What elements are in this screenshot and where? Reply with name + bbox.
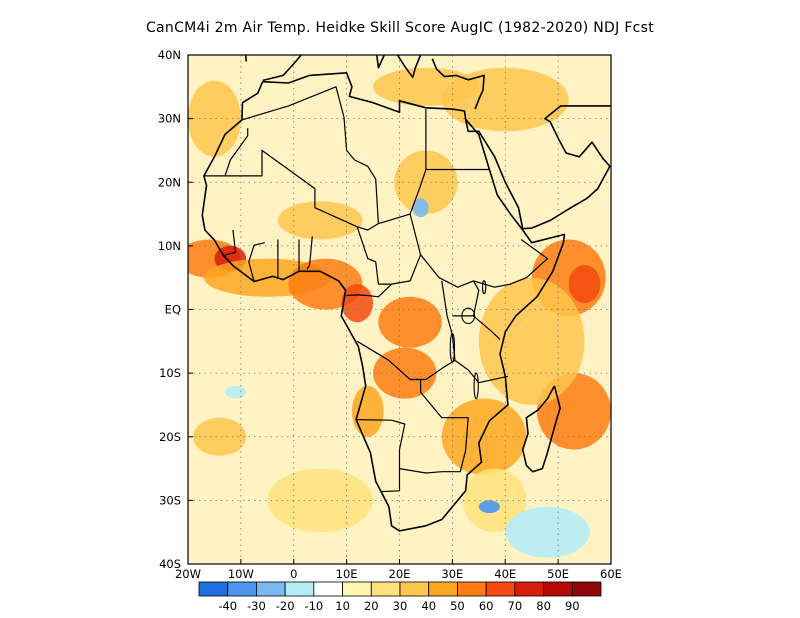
colorbar-swatch bbox=[227, 581, 257, 597]
longitude-labels: 20W 10W 0 10E 20E 30E 40E 50E 60E bbox=[175, 559, 622, 581]
lon-label: 40E bbox=[494, 567, 516, 581]
colorbar-label: 40 bbox=[421, 599, 436, 613]
skill-patch bbox=[478, 500, 500, 514]
colorbar-swatch bbox=[313, 581, 343, 597]
colorbar-swatch bbox=[342, 581, 372, 597]
lat-lon-grid bbox=[188, 55, 611, 564]
colorbar-swatch bbox=[284, 581, 315, 597]
colorbar-swatch bbox=[485, 581, 516, 597]
country-border bbox=[441, 280, 448, 316]
country-border bbox=[356, 226, 392, 285]
country-border bbox=[306, 236, 313, 270]
colorbar-swatch bbox=[571, 581, 602, 597]
lon-label: 30E bbox=[441, 567, 463, 581]
country-border bbox=[446, 315, 509, 384]
colorbar-swatch bbox=[457, 581, 487, 597]
country-border bbox=[409, 213, 549, 288]
country-border bbox=[472, 280, 480, 317]
lat-label: 10N bbox=[158, 239, 181, 253]
lat-label: 20S bbox=[159, 430, 181, 444]
lake-outline bbox=[481, 280, 487, 295]
lat-label: 30S bbox=[159, 493, 181, 507]
skill-patch bbox=[193, 417, 247, 456]
colorbar bbox=[198, 581, 602, 597]
colorbar-swatch bbox=[198, 581, 229, 597]
lat-label: 40N bbox=[158, 48, 181, 62]
colorbar-label: 90 bbox=[565, 599, 580, 613]
lon-label: 50E bbox=[547, 567, 569, 581]
colorbar-swatch bbox=[514, 581, 544, 597]
colorbar-swatch bbox=[428, 581, 458, 597]
coastline-borders bbox=[201, 11, 611, 532]
colorbar-label: 10 bbox=[335, 599, 350, 613]
lake-outline bbox=[461, 307, 476, 325]
black-sea-north bbox=[442, 11, 511, 36]
lon-label: 0 bbox=[290, 567, 297, 581]
arabia-coastline bbox=[464, 105, 611, 230]
skill-patch bbox=[478, 277, 585, 405]
colorbar-label: -10 bbox=[304, 599, 323, 613]
lon-label: 20E bbox=[389, 567, 411, 581]
skill-patch bbox=[351, 385, 384, 437]
country-border bbox=[452, 315, 501, 340]
colorbar-swatch bbox=[370, 581, 401, 597]
skill-patch bbox=[378, 296, 442, 348]
madagascar-coastline bbox=[521, 385, 561, 473]
skill-patch bbox=[373, 347, 437, 399]
skill-patch bbox=[341, 284, 374, 323]
colorbar-label: 70 bbox=[508, 599, 523, 613]
colorbar-labels: -40 -30 -20 -10 10 20 30 40 50 60 70 80 90 bbox=[218, 599, 579, 613]
colorbar-label: -40 bbox=[218, 599, 237, 613]
skill-patch bbox=[277, 201, 363, 240]
country-border bbox=[223, 229, 237, 256]
country-border bbox=[346, 254, 422, 298]
skill-patch bbox=[188, 80, 241, 157]
skill-patch bbox=[412, 198, 429, 218]
country-border bbox=[225, 109, 427, 231]
colorbar-label: -30 bbox=[247, 599, 266, 613]
lon-label: 10W bbox=[228, 567, 254, 581]
lon-label: 10E bbox=[336, 567, 358, 581]
colorbar-label: 50 bbox=[450, 599, 465, 613]
country-border bbox=[410, 359, 456, 381]
africa-coastline bbox=[201, 72, 566, 532]
skill-patch bbox=[225, 385, 247, 399]
lat-label: 10S bbox=[159, 366, 181, 380]
skill-patch bbox=[462, 468, 527, 533]
lake-outline bbox=[449, 333, 456, 363]
country-border bbox=[248, 242, 265, 282]
colorbar-label: 60 bbox=[479, 599, 494, 613]
latitude-labels: 40N 30N 20N 10N EQ 10S 20S 30S 40S bbox=[158, 48, 193, 571]
country-border bbox=[381, 468, 401, 493]
lake-outline bbox=[473, 372, 479, 400]
country-border bbox=[241, 86, 379, 224]
lat-label: EQ bbox=[165, 303, 181, 317]
lat-label: 20N bbox=[158, 175, 181, 189]
lat-label: 40S bbox=[159, 557, 181, 571]
lat-label: 30N bbox=[158, 112, 181, 126]
colorbar-swatch bbox=[543, 581, 573, 597]
colorbar-label: 20 bbox=[364, 599, 379, 613]
colorbar-label: 80 bbox=[536, 599, 551, 613]
lon-label: 60E bbox=[600, 567, 622, 581]
colorbar-swatch bbox=[399, 581, 430, 597]
colorbar-label: -20 bbox=[276, 599, 295, 613]
skill-patch bbox=[568, 264, 601, 304]
anatolia-coast bbox=[431, 58, 485, 110]
europe-coastline bbox=[244, 55, 247, 62]
lon-label: 20W bbox=[175, 567, 201, 581]
country-border bbox=[203, 128, 249, 177]
colorbar-swatch bbox=[256, 581, 286, 597]
colorbar-label: 30 bbox=[393, 599, 408, 613]
map-title: CanCM4i 2m Air Temp. Heidke Skill Score … bbox=[145, 20, 655, 36]
skill-patch bbox=[505, 506, 590, 558]
